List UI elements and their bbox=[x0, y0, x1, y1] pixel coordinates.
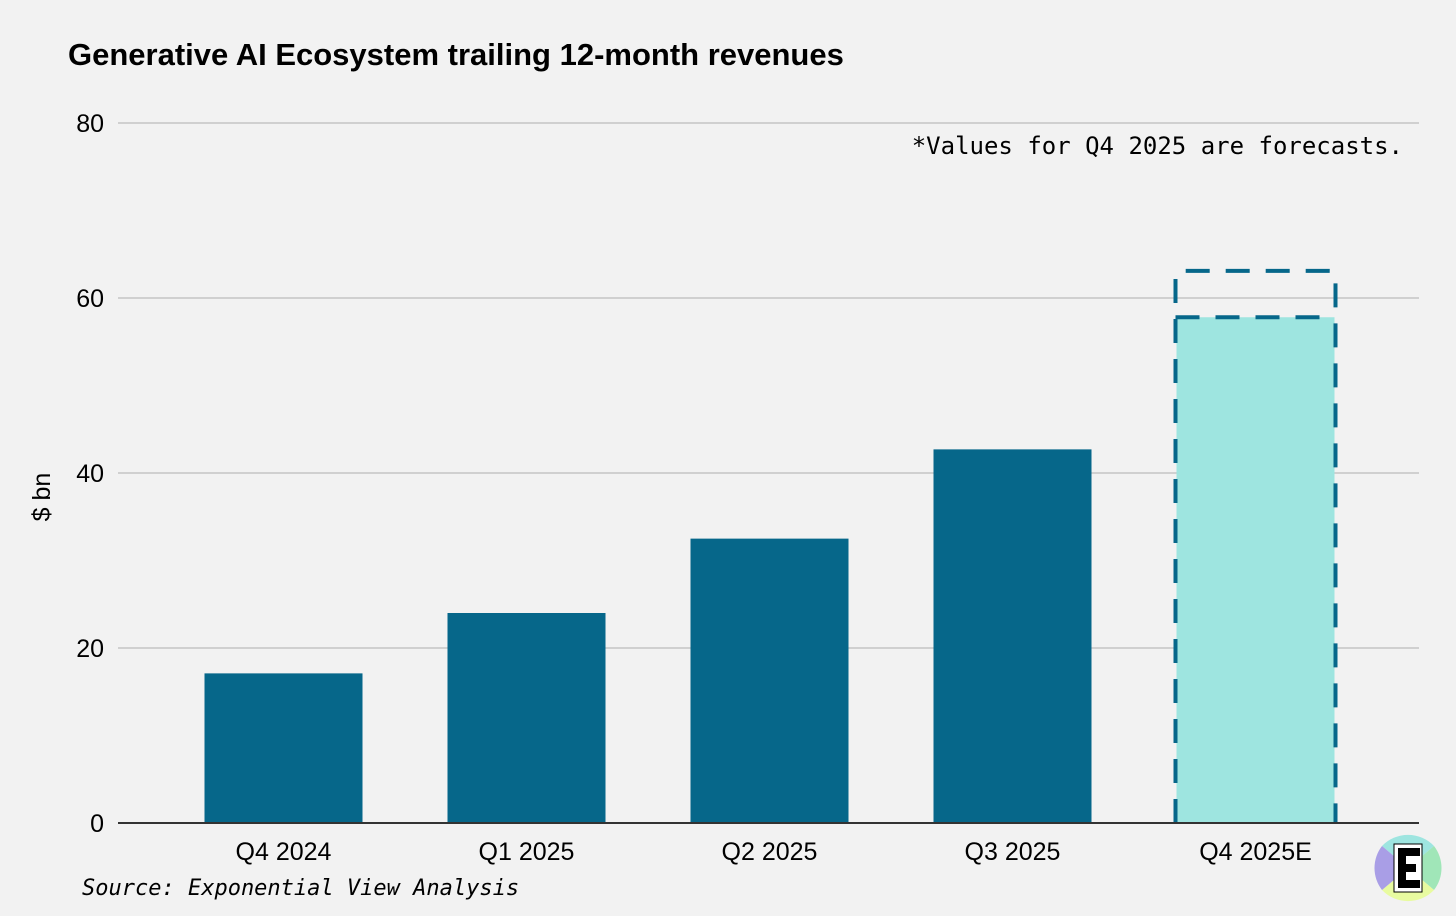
bar-q2-2025 bbox=[690, 538, 849, 823]
x-tick-label: Q4 2025E bbox=[1199, 838, 1312, 866]
y-tick-label: 20 bbox=[76, 635, 104, 663]
x-tick-label: Q4 2024 bbox=[236, 838, 332, 866]
bar-q4-2024 bbox=[204, 673, 363, 823]
chart-title: Generative AI Ecosystem trailing 12-mont… bbox=[68, 37, 844, 72]
x-tick-label: Q3 2025 bbox=[965, 838, 1061, 866]
y-axis-label: $ bn bbox=[28, 473, 56, 522]
bar-q4-2025e bbox=[1176, 317, 1335, 823]
bar-q3-2025 bbox=[933, 449, 1092, 823]
forecast-annotation: *Values for Q4 2025 are forecasts. bbox=[912, 132, 1403, 160]
x-tick-label: Q1 2025 bbox=[479, 838, 575, 866]
exponential-view-logo bbox=[1374, 834, 1442, 902]
y-tick-label: 0 bbox=[90, 810, 104, 838]
y-tick-label: 40 bbox=[76, 460, 104, 488]
x-tick-label: Q2 2025 bbox=[722, 838, 818, 866]
bar-q1-2025 bbox=[447, 613, 606, 823]
source-note: Source: Exponential View Analysis bbox=[82, 876, 519, 901]
y-tick-label: 60 bbox=[76, 285, 104, 313]
y-tick-label: 80 bbox=[76, 110, 104, 138]
